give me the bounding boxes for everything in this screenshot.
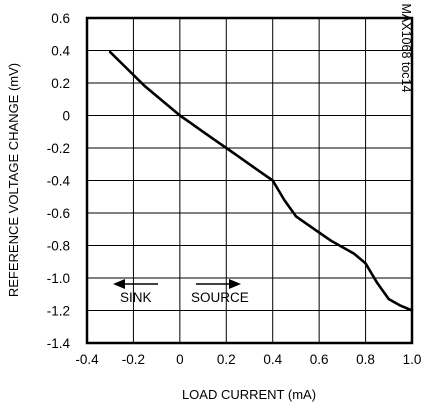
source-annotation: SOURCE xyxy=(191,279,249,305)
y-tick-label: -1.2 xyxy=(47,304,70,319)
y-tick-label: 0.4 xyxy=(51,44,70,59)
x-tick-label: 0.2 xyxy=(217,352,236,367)
figure-code: MAX1068 toc14 xyxy=(399,4,413,93)
x-axis-label: LOAD CURRENT (mA) xyxy=(182,387,316,402)
grid-lines xyxy=(87,18,412,343)
source-arrow-head xyxy=(229,279,241,289)
x-tick-label: -0.4 xyxy=(75,352,99,367)
y-tick-label: -0.2 xyxy=(47,141,70,156)
y-tick-label: -1.4 xyxy=(47,336,71,351)
y-tick-label: 0.6 xyxy=(51,11,70,26)
y-tick-label: -0.8 xyxy=(47,239,70,254)
x-tick-label: 0 xyxy=(176,352,184,367)
y-axis-label: REFERENCE VOLTAGE CHANGE (mV) xyxy=(6,63,21,297)
y-tick-labels: 0.6 0.4 0.2 0 -0.2 -0.4 -0.6 -0.8 -1.0 -1.2 -1.4 xyxy=(47,11,71,351)
sink-arrow-head xyxy=(113,279,125,289)
y-tick-label: 0 xyxy=(62,109,70,124)
x-tick-label: 1.0 xyxy=(403,352,422,367)
x-tick-label: 0.8 xyxy=(356,352,375,367)
plot-frame xyxy=(85,16,414,345)
sink-label: SINK xyxy=(120,290,152,305)
y-tick-label: -1.0 xyxy=(47,271,70,286)
y-tick-label: -0.6 xyxy=(47,206,70,221)
sink-annotation: SINK xyxy=(113,279,158,305)
x-tick-label: 0.6 xyxy=(310,352,329,367)
x-tick-label: -0.2 xyxy=(122,352,145,367)
y-tick-label: 0.2 xyxy=(51,76,70,91)
y-tick-label: -0.4 xyxy=(47,174,71,189)
x-tick-label: 0.4 xyxy=(263,352,282,367)
series-line xyxy=(108,50,414,312)
x-tick-labels: -0.4 -0.2 0 0.2 0.4 0.6 0.8 1.0 xyxy=(75,352,421,367)
source-label: SOURCE xyxy=(191,290,249,305)
